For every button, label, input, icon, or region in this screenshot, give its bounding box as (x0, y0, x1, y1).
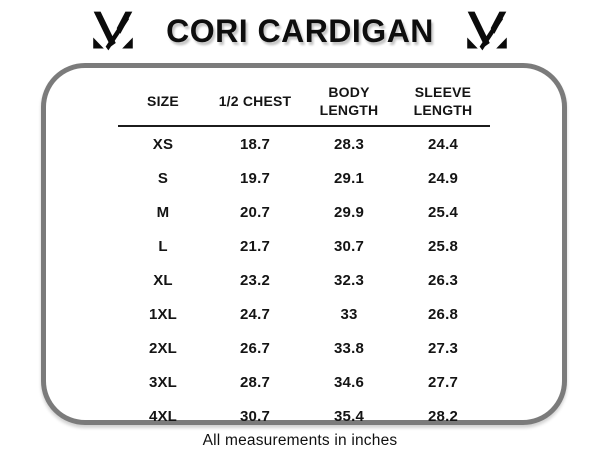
half-chest-cell: 28.7 (240, 373, 270, 391)
body-length-cell: 28.3 (334, 135, 364, 153)
header-row: SIZE 1/2 CHEST BODY LENGTH SLEEVE LENGTH (118, 78, 490, 128)
half-chest-cell: 18.7 (240, 135, 270, 153)
table-row: XL 23.2 32.3 26.3 (118, 263, 490, 297)
table-row: M 20.7 29.9 25.4 (118, 195, 490, 229)
sleeve-length-cell: 26.3 (428, 271, 458, 289)
size-chart-table: SIZE 1/2 CHEST BODY LENGTH SLEEVE LENGTH… (118, 78, 490, 433)
sleeve-length-cell: 27.3 (428, 339, 458, 357)
size-cell: 2XL (148, 339, 178, 357)
sleeve-length-cell: 27.7 (428, 373, 458, 391)
size-cell: S (157, 169, 169, 187)
column-header-body-length: BODY LENGTH (302, 78, 396, 128)
body-length-cell: 35.4 (334, 407, 364, 425)
body-length-cell: 29.9 (334, 203, 364, 221)
size-cell: 1XL (148, 305, 178, 323)
half-chest-cell: 24.7 (240, 305, 270, 323)
table-row: XS 18.7 28.3 24.4 (118, 126, 490, 161)
header: CORI CARDIGAN (0, 4, 600, 58)
body-length-cell: 30.7 (334, 237, 364, 255)
half-chest-cell: 21.7 (240, 237, 270, 255)
size-cell: 4XL (148, 407, 178, 425)
half-chest-cell: 30.7 (240, 407, 270, 425)
table-row: 2XL 26.7 33.8 27.3 (118, 331, 490, 365)
table-row: 3XL 28.7 34.6 27.7 (118, 365, 490, 399)
sleeve-length-cell: 24.9 (428, 169, 458, 187)
sleeve-length-cell: 24.4 (428, 135, 458, 153)
size-cell: XS (152, 135, 174, 153)
body-length-cell: 33 (340, 305, 358, 323)
half-chest-cell: 26.7 (240, 339, 270, 357)
sleeve-length-cell: 25.8 (428, 237, 458, 255)
column-header-size: SIZE (118, 78, 208, 128)
body-length-cell: 34.6 (334, 373, 364, 391)
sleeve-length-cell: 28.2 (428, 407, 458, 425)
page-title: CORI CARDIGAN (166, 12, 434, 49)
brand-m-monogram-icon (464, 8, 510, 54)
body-length-cell: 33.8 (334, 339, 364, 357)
table-row: L 21.7 30.7 25.8 (118, 229, 490, 263)
size-cell: M (156, 203, 170, 221)
sleeve-length-cell: 25.4 (428, 203, 458, 221)
half-chest-cell: 20.7 (240, 203, 270, 221)
sleeve-length-cell: 26.8 (428, 305, 458, 323)
size-chart-frame: SIZE 1/2 CHEST BODY LENGTH SLEEVE LENGTH… (41, 63, 567, 425)
table-row: 1XL 24.7 33 26.8 (118, 297, 490, 331)
body-length-cell: 32.3 (334, 271, 364, 289)
half-chest-cell: 19.7 (240, 169, 270, 187)
column-header-half-chest: 1/2 CHEST (208, 78, 302, 128)
measurements-note: All measurements in inches (202, 432, 398, 449)
table-row: S 19.7 29.1 24.9 (118, 161, 490, 195)
column-header-sleeve-length: SLEEVE LENGTH (396, 78, 490, 128)
body-length-cell: 29.1 (334, 169, 364, 187)
brand-m-monogram-icon (90, 8, 136, 54)
size-cell: 3XL (148, 373, 178, 391)
table-row: 4XL 30.7 35.4 28.2 (118, 399, 490, 433)
size-cell: L (158, 237, 168, 255)
size-cell: XL (153, 271, 173, 289)
half-chest-cell: 23.2 (240, 271, 270, 289)
